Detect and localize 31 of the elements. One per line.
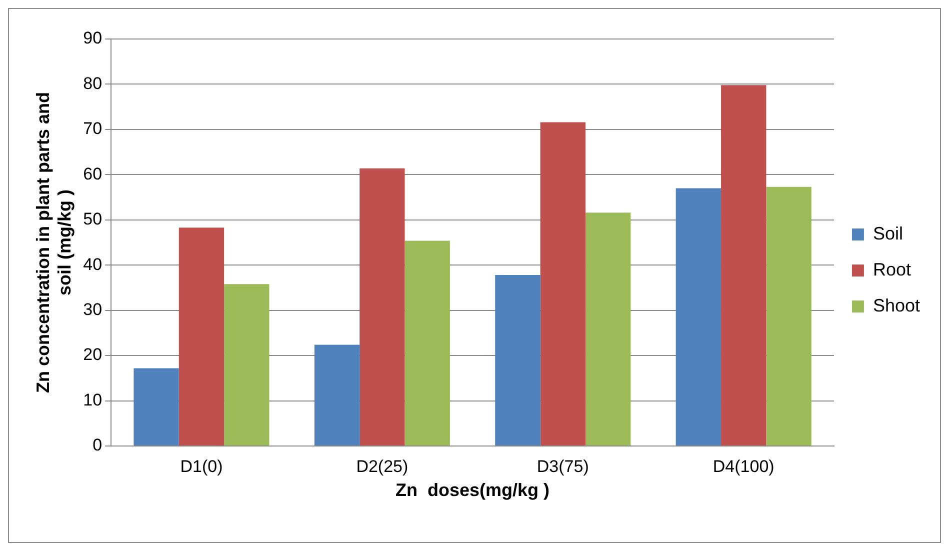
legend-label: Root (872, 259, 911, 280)
y-tick-label: 60 (83, 164, 102, 184)
bar (134, 368, 179, 446)
bar (314, 344, 360, 446)
x-tick-label: D2(25) (356, 456, 408, 476)
y-axis-title: Zn concentration in plant parts and soil (mg/kg ) (32, 92, 74, 394)
bar (766, 186, 812, 446)
bar (540, 122, 586, 446)
x-tick-label: D1(0) (180, 456, 223, 476)
y-tick-label: 0 (92, 436, 102, 455)
bar (721, 85, 766, 446)
bar (495, 275, 540, 446)
y-tick-label: 80 (83, 74, 102, 93)
x-axis-title: Zn doses(mg/kg ) (396, 480, 550, 500)
y-tick-label: 40 (83, 254, 102, 274)
y-tick-label: 90 (83, 28, 102, 48)
y-tick-label: 20 (83, 345, 102, 364)
bar (585, 212, 631, 446)
legend-label: Shoot (872, 295, 920, 316)
x-tick-label: D3(75) (536, 456, 589, 476)
bar (404, 240, 450, 446)
legend-label: Soil (872, 223, 903, 244)
bar (178, 228, 224, 446)
y-tick-label: 30 (83, 300, 102, 320)
y-tick-label: 50 (83, 210, 102, 229)
bar (360, 168, 405, 446)
bar (676, 188, 722, 446)
y-tick-label: 10 (83, 390, 102, 410)
x-tick-label: D4(100) (712, 456, 774, 476)
bar (224, 284, 270, 446)
y-tick-label: 70 (83, 119, 102, 138)
